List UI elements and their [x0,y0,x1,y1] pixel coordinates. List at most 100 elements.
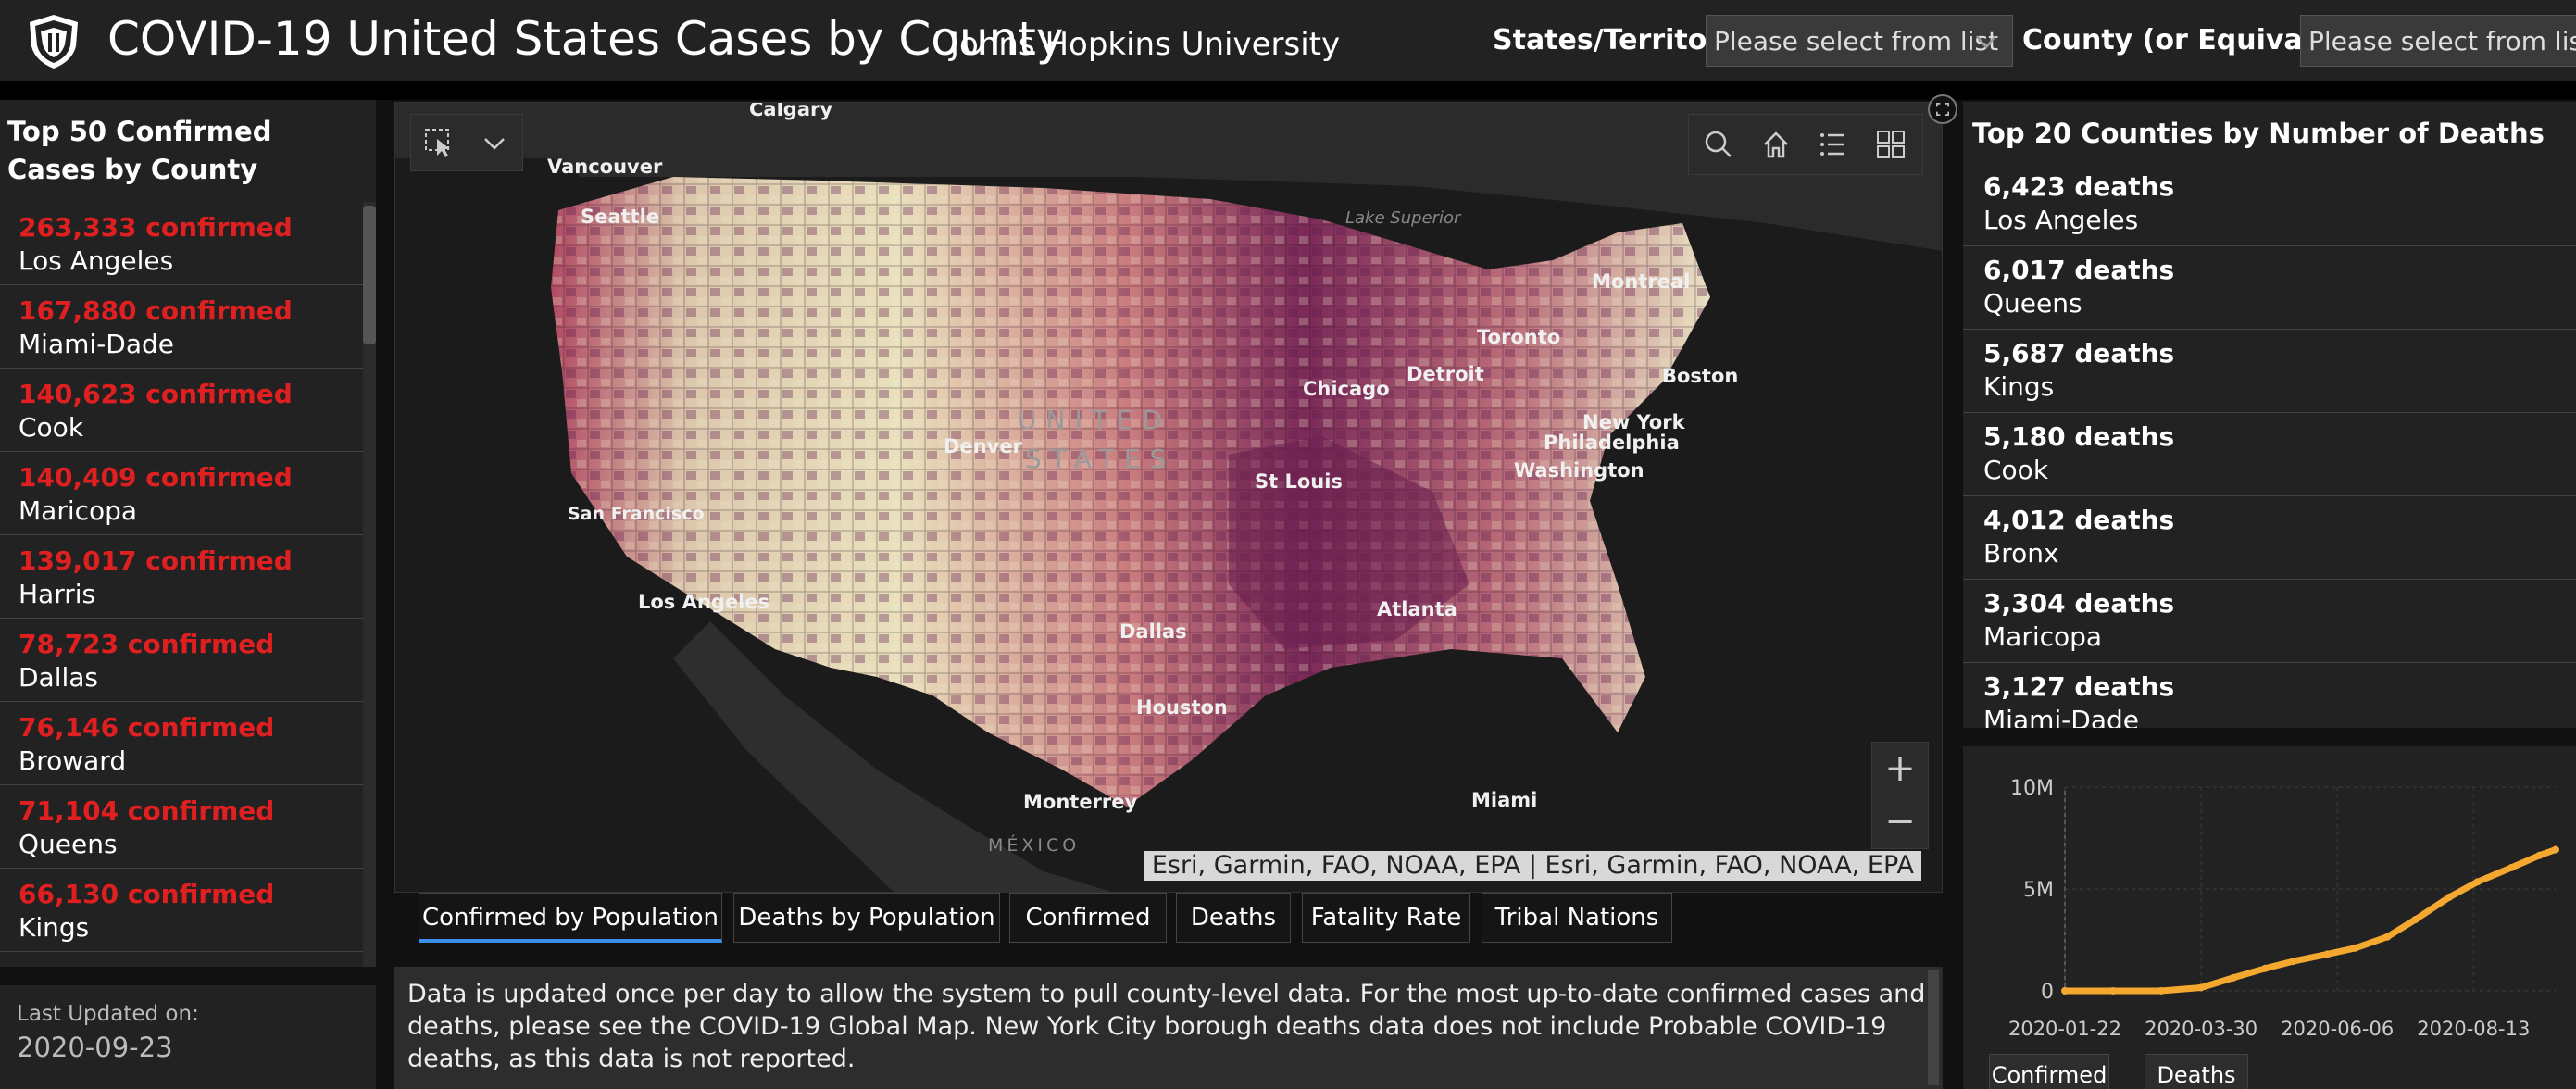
search-icon[interactable] [1691,117,1746,172]
deaths-count: 5,180 deaths [1983,421,2175,452]
list-item[interactable]: 3,127 deaths Miami-Dade [1963,663,2576,728]
confirmed-count: 140,409 confirmed [19,462,293,493]
county-name: Cook [19,412,84,443]
list-item[interactable]: 76,146 confirmed Broward [0,702,363,785]
data-point [2108,986,2117,995]
map-label-lake-superior: Lake Superior [1345,208,1462,228]
y-tick-label: 10M [2010,777,2054,800]
map-label-vancouver: Vancouver [547,156,663,178]
map-canvas[interactable]: Calgary Vancouver Seattle Montreal Toron… [395,103,1943,893]
info-panel: Data is updated once per day to allow th… [394,967,1943,1089]
map-label-seattle: Seattle [581,206,659,228]
info-text: Data is updated once per day to allow th… [407,980,1926,1073]
confirmed-series-line [2061,846,2559,995]
county-name: Queens [1983,288,2082,319]
tab-fatality-rate[interactable]: Fatality Rate [1302,893,1470,943]
x-tick-label: 2020-06-06 [2281,1018,2394,1040]
county-name: Maricopa [19,495,138,526]
county-select[interactable]: Please select from list [2300,15,2576,67]
legend-icon[interactable] [1806,117,1861,172]
map-label-states: STATES [1025,444,1175,474]
confirmed-count: 140,623 confirmed [19,379,293,409]
data-point [2229,973,2237,982]
list-item[interactable]: 139,017 confirmed Harris [0,535,363,619]
tab-confirmed-by-population[interactable]: Confirmed by Population [419,893,722,943]
state-select-placeholder: Please select from list [1714,26,1999,56]
county-name: Kings [19,912,90,943]
data-point [2061,987,2069,995]
map-label-san-francisco: San Francisco [568,504,705,524]
deaths-count: 6,423 deaths [1983,171,2175,202]
chart-tab-confirmed[interactable]: Confirmed [1989,1054,2109,1089]
map-toolbar [1688,114,1923,175]
map-label-detroit: Detroit [1407,363,1484,385]
county-select-placeholder: Please select from list [2308,26,2576,56]
confirmed-count: 76,146 confirmed [19,712,275,743]
tab-confirmed[interactable]: Confirmed [1009,893,1167,943]
map-label-washington: Washington [1514,459,1644,482]
list-item[interactable]: 140,409 confirmed Maricopa [0,452,363,535]
expand-icon[interactable] [1928,94,1957,124]
map-label-chicago: Chicago [1303,378,1390,400]
list-item[interactable]: 71,104 confirmed Queens [0,785,363,869]
county-name: Dallas [19,662,99,693]
top-confirmed-list[interactable]: 263,333 confirmed Los Angeles 167,880 con… [0,202,363,967]
jhu-shield-logo [30,15,78,69]
data-point [2261,964,2270,972]
map-label-mexico: MÉXICO [988,834,1080,856]
county-name: Miami-Dade [1983,705,2139,728]
data-point [2157,986,2165,995]
cases-chart-panel: 10M 5M 0 2020-01-22 2020-03-30 2020-06-06 2020… [1963,746,2576,1089]
select-icon[interactable] [411,115,467,170]
left-scrollbar[interactable] [363,202,376,967]
map-label-st-louis: St Louis [1255,470,1343,493]
list-item[interactable]: 167,880 confirmed Miami-Dade [0,285,363,369]
header-divider [0,81,2576,100]
mexico-landmass [673,621,1112,892]
map-label-montreal: Montreal [1592,270,1690,293]
cases-line-chart[interactable]: 10M 5M 0 2020-01-22 2020-03-30 2020-06-06 2020… [1963,746,2576,1052]
list-item[interactable]: 66,130 confirmed Kings [0,869,363,952]
list-item[interactable]: 263,333 confirmed Los Angeles [0,202,363,285]
zoom-out-button[interactable]: − [1884,800,1916,843]
info-scrollbar[interactable] [1928,970,1939,1085]
map-label-new-york: New York [1582,411,1686,433]
list-item[interactable]: 140,623 confirmed Cook [0,369,363,452]
tab-tribal-nations[interactable]: Tribal Nations [1482,893,1672,943]
map-label-philadelphia: Philadelphia [1544,432,1680,454]
map-label-dallas: Dallas [1119,620,1187,643]
list-item[interactable]: 3,304 deaths Maricopa [1963,580,2576,663]
map-label-atlanta: Atlanta [1377,598,1457,620]
deaths-count: 3,127 deaths [1983,671,2175,702]
tab-deaths[interactable]: Deaths [1176,893,1291,943]
top-deaths-panel: Top 20 Counties by Number of Deaths 6,42… [1963,102,2576,728]
state-select[interactable]: Please select from list [1706,15,2013,67]
basemap-icon[interactable] [1863,117,1919,172]
county-map[interactable]: Calgary Vancouver Seattle Montreal Toron… [394,102,1943,893]
tab-deaths-by-population[interactable]: Deaths by Population [733,893,1000,943]
map-label-denver: Denver [944,435,1023,457]
confirmed-count: 78,723 confirmed [19,629,275,659]
map-label-calgary: Calgary [749,103,832,120]
list-item[interactable]: 6,017 deaths Queens [1963,246,2576,330]
list-item[interactable]: 4,012 deaths Bronx [1963,496,2576,580]
zoom-in-button[interactable]: + [1872,743,1928,795]
top-deaths-list[interactable]: 6,423 deaths Los Angeles 6,017 deaths Quee… [1963,163,2576,728]
deaths-count: 5,687 deaths [1983,338,2175,369]
chevron-down-icon[interactable] [467,115,522,170]
list-item[interactable]: 78,723 confirmed Dallas [0,619,363,702]
top-deaths-title: Top 20 Counties by Number of Deaths [1972,118,2545,149]
list-item[interactable]: 5,180 deaths Cook [1963,413,2576,496]
map-label-united: UNITED [1018,405,1171,435]
list-item[interactable]: 5,687 deaths Kings [1963,330,2576,413]
page-subtitle: Johns Hopkins University [950,26,1341,63]
list-item[interactable]: 6,423 deaths Los Angeles [1963,163,2576,246]
chart-tab-deaths[interactable]: Deaths [2145,1054,2248,1089]
county-name: Los Angeles [19,245,174,276]
last-updated-label: Last Updated on: [17,1002,199,1026]
home-icon[interactable] [1748,117,1804,172]
map-label-los-angeles: Los Angeles [638,591,769,613]
left-scrollbar-thumb[interactable] [363,206,376,344]
confirmed-count: 263,333 confirmed [19,212,293,243]
top-confirmed-title: Top 50 Confirmed Cases by County [7,116,272,185]
